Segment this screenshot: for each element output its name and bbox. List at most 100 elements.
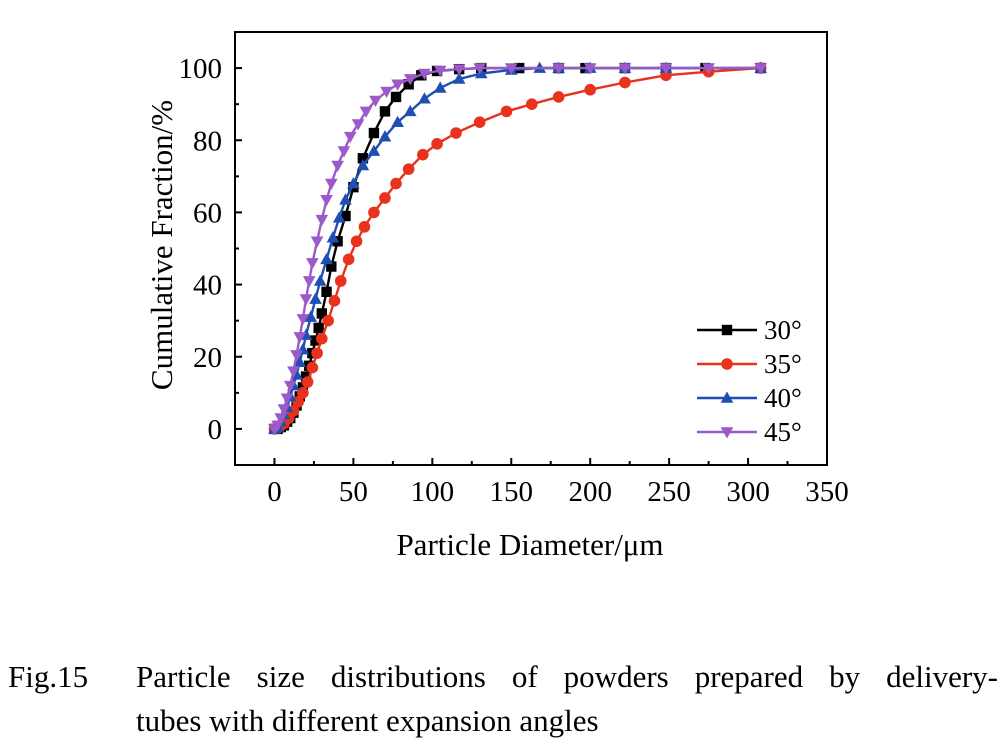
x-tick-label: 0 bbox=[267, 476, 282, 508]
data-point bbox=[316, 308, 328, 319]
data-point bbox=[390, 177, 402, 190]
legend-item: 35° bbox=[697, 349, 802, 379]
data-point bbox=[320, 252, 333, 265]
x-tick-label: 200 bbox=[568, 476, 612, 508]
data-point bbox=[403, 79, 414, 90]
data-point bbox=[293, 332, 307, 344]
series-3 bbox=[268, 61, 767, 434]
x-tick-label: 350 bbox=[805, 476, 849, 508]
y-axis-label: Cumulative Fraction/% bbox=[144, 100, 179, 390]
y-tick-label: 40 bbox=[193, 270, 222, 302]
x-tick-label: 50 bbox=[339, 476, 368, 508]
data-point bbox=[368, 127, 380, 139]
data-point bbox=[369, 95, 382, 108]
data-point bbox=[584, 83, 596, 96]
data-point bbox=[296, 314, 310, 326]
data-point bbox=[452, 72, 466, 84]
data-point bbox=[313, 322, 324, 334]
data-point bbox=[367, 144, 381, 156]
data-point bbox=[702, 63, 715, 75]
data-point bbox=[347, 177, 360, 189]
data-point bbox=[313, 274, 327, 286]
series-line bbox=[273, 66, 761, 430]
plot-frame bbox=[234, 31, 828, 466]
data-point bbox=[619, 76, 631, 89]
data-point bbox=[342, 253, 355, 266]
legend: 30° 35° 40° 45° bbox=[697, 315, 802, 447]
data-point bbox=[403, 74, 417, 86]
data-point bbox=[473, 63, 486, 75]
data-point bbox=[418, 68, 431, 80]
series-line bbox=[273, 66, 761, 430]
caption-line-2: tubes with different expansion angles bbox=[136, 703, 599, 738]
data-point bbox=[552, 63, 565, 75]
data-point bbox=[332, 211, 346, 223]
data-point bbox=[310, 236, 324, 248]
series-line bbox=[274, 66, 761, 431]
data-point bbox=[350, 235, 363, 248]
data-point bbox=[390, 91, 402, 103]
legend-marker bbox=[721, 358, 733, 370]
data-point bbox=[450, 127, 462, 139]
data-point bbox=[391, 115, 404, 128]
data-point bbox=[322, 314, 334, 327]
data-point bbox=[324, 178, 338, 191]
data-point bbox=[402, 163, 415, 175]
data-point bbox=[379, 106, 391, 117]
data-point bbox=[301, 376, 314, 388]
data-point bbox=[277, 404, 291, 416]
data-point bbox=[274, 413, 288, 425]
data-point bbox=[334, 275, 347, 287]
data-point bbox=[368, 206, 380, 219]
data-point bbox=[287, 366, 300, 378]
data-point bbox=[380, 86, 393, 99]
data-point bbox=[379, 192, 391, 204]
data-point bbox=[504, 63, 518, 75]
data-point bbox=[340, 210, 351, 222]
data-point bbox=[659, 63, 673, 75]
legend-label: 45° bbox=[764, 417, 802, 447]
series-4 bbox=[268, 63, 767, 436]
data-point bbox=[280, 393, 294, 405]
data-point bbox=[297, 387, 309, 399]
data-point bbox=[418, 92, 431, 104]
data-point bbox=[316, 332, 328, 345]
data-point bbox=[293, 355, 307, 367]
x-tick-label: 250 bbox=[647, 476, 691, 508]
data-point bbox=[433, 81, 447, 93]
data-point bbox=[500, 105, 513, 118]
x-axis-label: Particle Diameter/μm bbox=[396, 527, 663, 562]
data-point bbox=[310, 335, 321, 346]
legend-label: 35° bbox=[764, 349, 802, 379]
data-point bbox=[320, 194, 333, 207]
data-point bbox=[431, 138, 443, 150]
legend-marker bbox=[721, 324, 733, 336]
data-point bbox=[474, 66, 488, 79]
data-point bbox=[321, 286, 332, 297]
data-point bbox=[391, 79, 404, 91]
legend-marker bbox=[720, 427, 734, 439]
data-point bbox=[351, 119, 365, 131]
y-tick-label: 100 bbox=[179, 53, 223, 85]
legend-label: 30° bbox=[764, 315, 802, 345]
y-axis: 0 20 40 60 80 100 bbox=[179, 31, 242, 466]
figure-number: Fig.15 bbox=[8, 659, 89, 694]
data-point bbox=[331, 160, 344, 173]
data-point bbox=[299, 294, 313, 306]
legend-item: 45° bbox=[697, 417, 802, 447]
y-tick-label: 0 bbox=[208, 414, 223, 446]
series-1 bbox=[269, 62, 766, 435]
data-point bbox=[326, 261, 337, 272]
legend-label: 40° bbox=[764, 383, 802, 413]
data-point bbox=[315, 214, 329, 227]
data-point bbox=[452, 64, 466, 76]
data-point bbox=[283, 380, 297, 393]
data-point bbox=[311, 347, 323, 359]
data-point bbox=[356, 159, 370, 171]
data-point bbox=[306, 258, 319, 270]
data-point bbox=[618, 63, 632, 75]
data-point bbox=[525, 98, 538, 110]
data-point bbox=[337, 146, 351, 158]
data-point bbox=[433, 65, 447, 78]
data-point bbox=[473, 116, 486, 129]
